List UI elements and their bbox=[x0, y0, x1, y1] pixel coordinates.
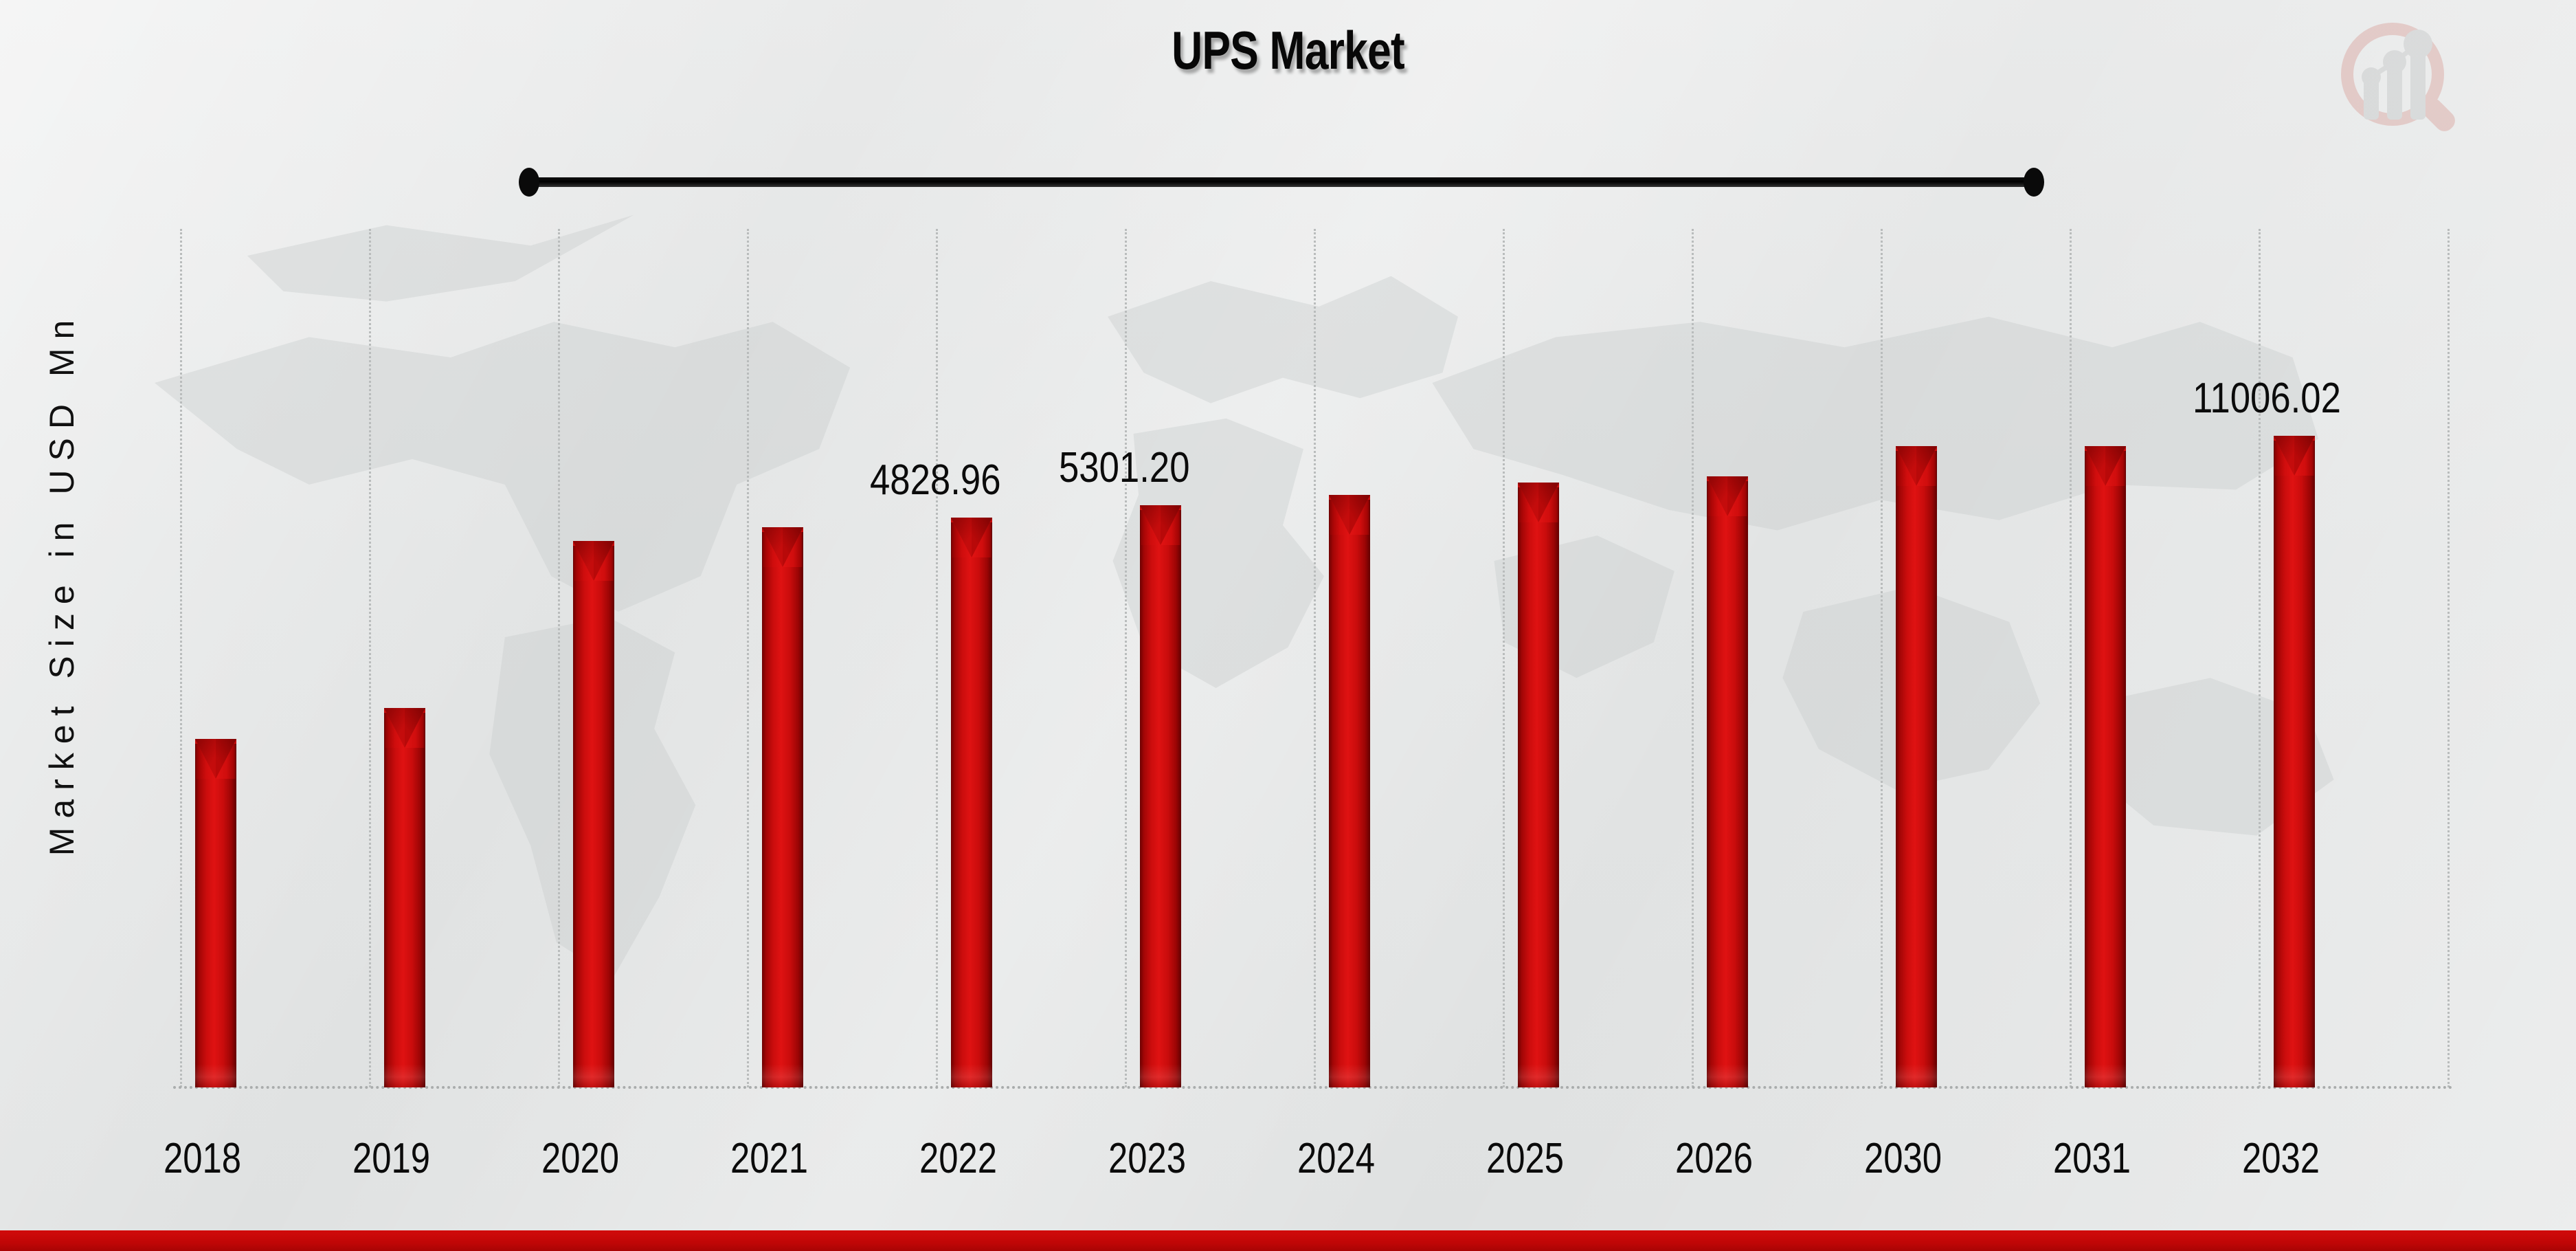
bar-bevel-left bbox=[384, 708, 405, 748]
bar-2020 bbox=[573, 541, 614, 1087]
bar-bevel-left bbox=[951, 518, 972, 557]
gridline bbox=[1692, 229, 1694, 1087]
bar-bottom-bevel bbox=[2085, 1064, 2126, 1087]
gridline bbox=[936, 229, 938, 1087]
x-tick-2024: 2024 bbox=[1297, 1135, 1376, 1182]
gridline bbox=[2259, 229, 2261, 1087]
x-tick-2019: 2019 bbox=[352, 1135, 431, 1182]
data-label-2022: 4828.96 bbox=[870, 456, 1001, 504]
bar-bevel-left bbox=[762, 527, 783, 567]
x-tick-2025: 2025 bbox=[1486, 1135, 1565, 1182]
bar-face bbox=[195, 779, 236, 1087]
bar-bevel-left bbox=[1707, 476, 1727, 516]
bar-bevel-right bbox=[405, 708, 425, 748]
gridline bbox=[2070, 229, 2072, 1087]
rule-cap-right bbox=[2024, 168, 2044, 197]
bar-2018 bbox=[195, 739, 236, 1087]
gridline bbox=[1314, 229, 1316, 1087]
x-tick-2022: 2022 bbox=[919, 1135, 998, 1182]
page-title: UPS Market bbox=[1172, 20, 1405, 80]
x-tick-2023: 2023 bbox=[1108, 1135, 1187, 1182]
bar-2019 bbox=[384, 708, 425, 1087]
gridline bbox=[747, 229, 749, 1087]
gridline bbox=[558, 229, 560, 1087]
bar-face bbox=[573, 581, 614, 1087]
bar-bottom-bevel bbox=[951, 1064, 992, 1087]
gridline bbox=[1503, 229, 1505, 1087]
bar-bevel-left bbox=[2085, 446, 2105, 486]
gridline bbox=[369, 229, 371, 1087]
gridline bbox=[1125, 229, 1127, 1087]
bar-bottom-bevel bbox=[1518, 1064, 1559, 1087]
bar-face bbox=[2274, 476, 2315, 1087]
bar-bevel-left bbox=[1140, 505, 1161, 545]
title-underline-rule bbox=[519, 168, 2044, 197]
bar-bevel-left bbox=[573, 541, 594, 581]
bar-bottom-bevel bbox=[762, 1064, 803, 1087]
gridline bbox=[2448, 229, 2450, 1087]
bar-bevel-left bbox=[1329, 495, 1349, 535]
bar-bottom-bevel bbox=[573, 1064, 614, 1087]
bar-2025 bbox=[1518, 483, 1559, 1087]
bar-bottom-bevel bbox=[2274, 1064, 2315, 1087]
gridline bbox=[1881, 229, 1883, 1087]
plot-area bbox=[180, 229, 2450, 1087]
x-tick-2031: 2031 bbox=[2052, 1135, 2131, 1182]
bar-bottom-bevel bbox=[384, 1064, 425, 1087]
bar-bevel-right bbox=[1727, 476, 1748, 516]
x-tick-2026: 2026 bbox=[1675, 1135, 1754, 1182]
gridline bbox=[180, 229, 182, 1087]
x-tick-2021: 2021 bbox=[730, 1135, 809, 1182]
bar-2031 bbox=[2085, 446, 2126, 1087]
bar-2030 bbox=[1896, 446, 1937, 1087]
bar-face bbox=[762, 567, 803, 1087]
bar-bevel-left bbox=[1896, 446, 1916, 486]
bar-face bbox=[1518, 522, 1559, 1087]
bar-2026 bbox=[1707, 476, 1748, 1087]
bottom-accent-strip bbox=[0, 1230, 2576, 1251]
bar-bevel-left bbox=[2274, 436, 2294, 476]
rule-cap-left bbox=[519, 168, 539, 197]
bar-face bbox=[1707, 516, 1748, 1087]
y-axis-title: Market Size in USD Mn bbox=[43, 311, 81, 856]
data-label-2032: 11006.02 bbox=[2193, 375, 2341, 422]
bar-face bbox=[951, 557, 992, 1087]
data-label-2023: 5301.20 bbox=[1059, 444, 1190, 491]
bar-bevel-left bbox=[1518, 483, 1538, 522]
bar-2024 bbox=[1329, 495, 1370, 1087]
bar-bottom-bevel bbox=[1329, 1064, 1370, 1087]
bar-bottom-bevel bbox=[1896, 1064, 1937, 1087]
bar-bevel-right bbox=[2294, 436, 2315, 476]
bar-face bbox=[384, 748, 425, 1087]
bar-2022 bbox=[951, 518, 992, 1087]
bar-bottom-bevel bbox=[195, 1064, 236, 1087]
bar-bottom-bevel bbox=[1140, 1064, 1181, 1087]
bar-bevel-right bbox=[1161, 505, 1181, 545]
x-tick-2020: 2020 bbox=[541, 1135, 620, 1182]
bar-bevel-right bbox=[216, 739, 236, 779]
x-tick-2030: 2030 bbox=[1863, 1135, 1942, 1182]
bar-bevel-right bbox=[1538, 483, 1559, 522]
bar-bevel-right bbox=[2105, 446, 2126, 486]
market-research-magnifier-logo bbox=[2341, 23, 2455, 131]
bar-face bbox=[1140, 545, 1181, 1087]
x-tick-2018: 2018 bbox=[163, 1135, 242, 1182]
bar-bevel-right bbox=[1349, 495, 1370, 535]
bar-2023 bbox=[1140, 505, 1181, 1087]
bar-bottom-bevel bbox=[1707, 1064, 1748, 1087]
bar-bevel-left bbox=[195, 739, 216, 779]
bar-2021 bbox=[762, 527, 803, 1087]
bar-bevel-right bbox=[972, 518, 992, 557]
x-axis-baseline bbox=[173, 1086, 2454, 1089]
bar-bevel-right bbox=[594, 541, 614, 581]
bar-bevel-right bbox=[1916, 446, 1937, 486]
bar-face bbox=[1329, 535, 1370, 1087]
bar-bevel-right bbox=[783, 527, 803, 567]
bar-face bbox=[2085, 486, 2126, 1087]
x-tick-2032: 2032 bbox=[2241, 1135, 2320, 1182]
bar-face bbox=[1896, 486, 1937, 1087]
bar-2032 bbox=[2274, 436, 2315, 1087]
